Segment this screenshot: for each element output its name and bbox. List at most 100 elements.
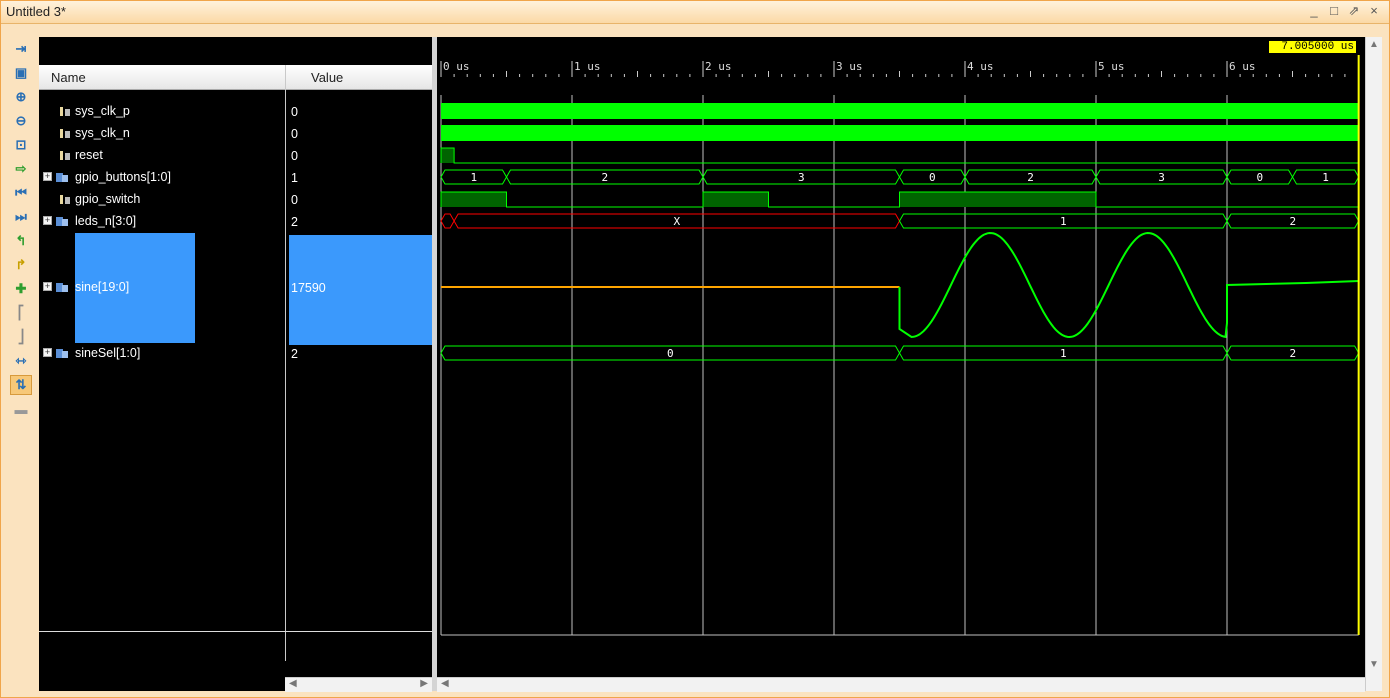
go-to-end-icon[interactable]: ⏭: [15, 209, 27, 224]
leds-n-segment: [440, 213, 455, 229]
gpio-buttons-segment-label: 2: [1027, 171, 1034, 184]
panel-splitter[interactable]: [432, 37, 437, 691]
selection-highlight-value: [289, 235, 432, 345]
sys-clk-n-wave: [441, 125, 1359, 141]
ruler-tick-label: 2 us: [705, 60, 732, 73]
add-marker-icon[interactable]: ✚: [15, 281, 27, 296]
signal-name: sineSel[1:0]: [75, 346, 141, 360]
gpio-buttons-segment-label: 1: [470, 171, 477, 184]
expand-icon[interactable]: +: [43, 281, 52, 291]
swap-cursors-icon[interactable]: ⇿: [15, 353, 27, 368]
scroll-up-icon[interactable]: ▲: [1369, 39, 1379, 50]
gpio-switch-high-fill: [703, 192, 769, 207]
ruler-tick-label: 3 us: [836, 60, 863, 73]
signal-row-gpio-switch[interactable]: gpio_switch 0: [39, 189, 432, 211]
waveform-canvas[interactable]: 0 us 1 us 2 us 3 us 4 us 5 us 6 us 1 2 3 0 2 3 0 1 X 1 2 0…: [437, 37, 1365, 691]
gpio-switch-high-fill: [899, 192, 1096, 207]
leds-n-segment-label: X: [673, 215, 680, 228]
scroll-right-icon[interactable]: ▶: [420, 678, 428, 689]
value-column-scrollbar[interactable]: ◀ ▶: [285, 677, 432, 692]
signal-row-sinesel[interactable]: + sineSel[1:0] 2: [39, 343, 432, 365]
signal-row-reset[interactable]: reset 0: [39, 145, 432, 167]
value-column-header[interactable]: Value: [311, 70, 344, 85]
signal-value: 17590: [291, 281, 326, 295]
sinesel-segment-label: 0: [667, 347, 674, 360]
snap-to-transition-icon[interactable]: ⇅: [10, 375, 32, 395]
reset-high-fill: [441, 148, 455, 163]
name-column-header[interactable]: Name: [51, 70, 86, 85]
signal-value: 0: [291, 105, 298, 119]
zoom-out-icon[interactable]: ⊖: [15, 113, 27, 128]
floating-ruler-icon[interactable]: ▬: [14, 401, 28, 417]
analog-bus-signal-icon: [56, 283, 68, 292]
gpio-buttons-segment-label: 0: [1256, 171, 1263, 184]
maximize-button[interactable]: □: [1330, 3, 1338, 18]
fit-icon[interactable]: ⇥: [15, 41, 27, 56]
close-button[interactable]: ×: [1370, 3, 1378, 18]
wave-toolbar: ⇥ ▣ ⊕ ⊖ ⊡ ⇨ ⏮ ⏭ ↰ ↱ ✚ ⎡ ⎦ ⇿ ⇅ ▬: [7, 39, 37, 459]
signal-value: 0: [291, 127, 298, 141]
scroll-left-icon[interactable]: ◀: [441, 678, 449, 689]
title-bar: Untitled 3* _ □ ⇗ ×: [1, 1, 1389, 24]
zoom-fit-icon[interactable]: ⊡: [15, 137, 27, 152]
gpio-buttons-segment-label: 1: [1322, 171, 1329, 184]
ruler-tick-label: 4 us: [967, 60, 994, 73]
signal-list-panel: Name Value sys_clk_p 0 sys_clk_n 0 reset…: [39, 37, 432, 692]
gpio-buttons-segment-label: 0: [929, 171, 936, 184]
sine-analog-wave: [898, 231, 1359, 339]
window-title: Untitled 3*: [6, 4, 66, 19]
signal-row-leds-n[interactable]: + leds_n[3:0] 2: [39, 211, 432, 233]
ruler-tick-label: 1 us: [574, 60, 601, 73]
gpio-switch-wave: [440, 191, 1359, 208]
signal-name: reset: [75, 148, 103, 162]
sinesel-segment-label: 1: [1060, 347, 1067, 360]
bit-signal-icon: [60, 151, 70, 160]
signal-name: gpio_buttons[1:0]: [75, 170, 171, 184]
waveform-panel: 0 us 1 us 2 us 3 us 4 us 5 us 6 us 1 2 3 0 2 3 0 1 X 1 2 0…: [437, 37, 1365, 692]
previous-transition-icon[interactable]: ↰: [15, 233, 27, 248]
leds-n-segment-label: 2: [1290, 215, 1297, 228]
signal-row-sys-clk-p[interactable]: sys_clk_p 0: [39, 101, 432, 123]
waveform-hscrollbar[interactable]: ◀: [437, 677, 1365, 692]
reset-wave: [440, 147, 1359, 164]
signal-row-gpio-buttons[interactable]: + gpio_buttons[1:0] 1: [39, 167, 432, 189]
signal-name: sys_clk_n: [75, 126, 130, 140]
scroll-down-icon[interactable]: ▼: [1369, 659, 1379, 670]
bit-signal-icon: [60, 195, 70, 204]
signal-value: 1: [291, 171, 298, 185]
signal-value: 0: [291, 193, 298, 207]
column-divider[interactable]: [285, 65, 286, 661]
gpio-buttons-segment-label: 3: [798, 171, 805, 184]
next-transition-icon[interactable]: ↱: [15, 257, 27, 272]
zoom-in-icon[interactable]: ⊕: [15, 89, 27, 104]
column-headers: Name Value: [39, 65, 432, 90]
sinesel-segment-label: 2: [1290, 347, 1297, 360]
gpio-buttons-segment-label: 3: [1158, 171, 1165, 184]
scroll-left-icon[interactable]: ◀: [289, 678, 297, 689]
ruler-tick-label: 5 us: [1098, 60, 1125, 73]
previous-marker-icon[interactable]: ⎡: [17, 305, 25, 320]
expand-icon[interactable]: +: [43, 215, 52, 225]
leds-n-segment-label: 1: [1060, 215, 1067, 228]
save-icon[interactable]: ▣: [14, 65, 28, 80]
go-to-start-icon[interactable]: ⏮: [15, 185, 27, 200]
signal-name: sine[19:0]: [75, 280, 130, 294]
signal-name: leds_n[3:0]: [75, 214, 137, 228]
minimize-button[interactable]: _: [1310, 3, 1318, 18]
bus-signal-icon: [56, 173, 68, 182]
ruler-tick-label: 6 us: [1229, 60, 1256, 73]
selection-highlight-name: [75, 233, 195, 343]
go-to-cursor-icon[interactable]: ⇨: [15, 161, 27, 176]
signal-name: gpio_switch: [75, 192, 141, 206]
expand-icon[interactable]: +: [43, 347, 52, 357]
bus-signal-icon: [56, 349, 68, 358]
next-marker-icon[interactable]: ⎦: [17, 329, 25, 344]
float-button[interactable]: ⇗: [1348, 3, 1360, 18]
signal-row-sys-clk-n[interactable]: sys_clk_n 0: [39, 123, 432, 145]
signal-name: sys_clk_p: [75, 104, 130, 118]
window-controls: _ □ ⇗ ×: [1307, 3, 1381, 19]
signal-row-sine[interactable]: + sine[19:0] 17590: [39, 277, 432, 299]
waveform-vscrollbar[interactable]: ▲ ▼: [1365, 37, 1382, 691]
expand-icon[interactable]: +: [43, 171, 52, 181]
gpio-switch-high-fill: [441, 192, 507, 207]
